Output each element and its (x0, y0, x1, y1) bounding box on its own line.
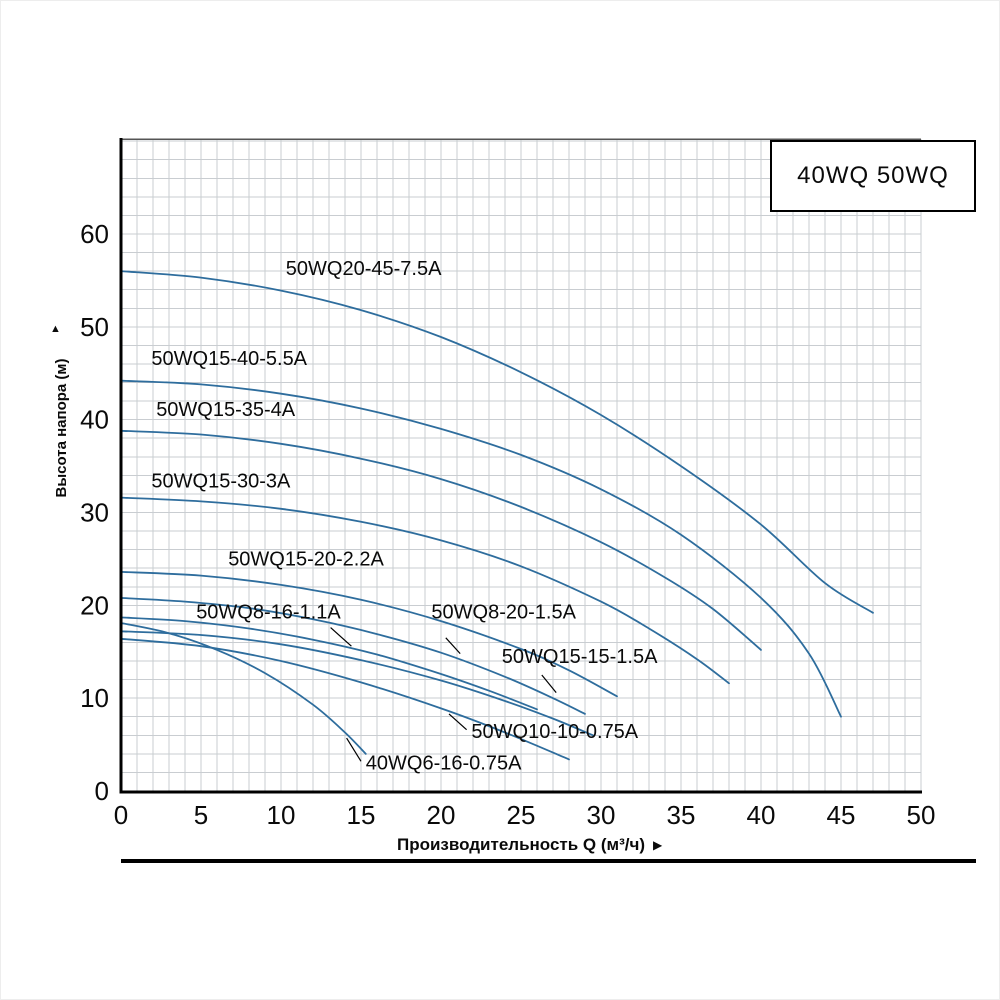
y-tick-label: 50 (80, 312, 109, 342)
legend-box: 40WQ 50WQ (770, 140, 976, 212)
x-tick-label: 35 (667, 800, 696, 830)
curve-label-leader (346, 737, 362, 762)
x-tick-label: 50 (907, 800, 936, 830)
y-tick-label: 30 (80, 498, 109, 528)
x-tick-label: 30 (587, 800, 616, 830)
pump-curve-40WQ6-16-0.75A (120, 622, 367, 755)
x-tick-label: 10 (267, 800, 296, 830)
curve-label: 40WQ6-16-0.75A (366, 753, 522, 775)
curve-label: 50WQ8-20-1.5A (431, 601, 576, 623)
curve-label: 50WQ8-16-1.1A (196, 601, 341, 623)
x-tick-label: 20 (427, 800, 456, 830)
pump-curve-50WQ15-40-5.5A (120, 379, 842, 718)
y-tick-label: 40 (80, 405, 109, 435)
x-tick-label: 15 (347, 800, 376, 830)
pump-curve-50WQ8-16-1.1A (120, 616, 538, 711)
y-tick-label: 20 (80, 590, 109, 620)
pump-curve-50WQ15-35-4A (120, 429, 762, 651)
pump-curve-50WQ10-10-0.75A (120, 637, 570, 761)
arrow-up-icon: ▲ (50, 323, 61, 335)
curve-label-leader (541, 674, 557, 693)
curve-label-leader (448, 713, 468, 731)
pump-curve-50WQ20-45-7.5A (120, 270, 874, 614)
curve-label: 50WQ15-30-3A (151, 470, 291, 492)
pump-curve-50WQ15-20-2.2A (120, 571, 618, 698)
arrow-right-icon: ▶ (653, 838, 663, 852)
y-axis-label: Высота напора (м) (53, 358, 70, 498)
pump-curve-50WQ15-15-1.5A (120, 630, 594, 737)
x-tick-label: 5 (194, 800, 208, 830)
curve-label: 50WQ20-45-7.5A (286, 258, 442, 280)
curve-label: 50WQ15-15-1.5A (502, 646, 658, 668)
curve-label: 50WQ10-10-0.75A (471, 721, 638, 743)
y-tick-label: 0 (95, 776, 109, 806)
x-tick-label: 25 (507, 800, 536, 830)
curve-label: 50WQ15-40-5.5A (151, 348, 307, 370)
x-tick-label: 45 (827, 800, 856, 830)
curve-label-leader (445, 637, 461, 655)
pump-curve-50WQ8-20-1.5A (120, 597, 586, 715)
pump-curve-50WQ15-30-3A (120, 496, 730, 685)
curve-label-leader (330, 627, 352, 647)
legend-label: 40WQ 50WQ (797, 162, 949, 189)
x-tick-label: 0 (114, 800, 128, 830)
curve-label: 50WQ15-20-2.2A (228, 548, 384, 570)
x-tick-label: 40 (747, 800, 776, 830)
y-tick-label: 60 (80, 219, 109, 249)
curve-label: 50WQ15-35-4A (156, 399, 296, 421)
x-axis-label: Производительность Q (м³/ч) (396, 835, 646, 854)
y-tick-label: 10 (80, 683, 109, 713)
